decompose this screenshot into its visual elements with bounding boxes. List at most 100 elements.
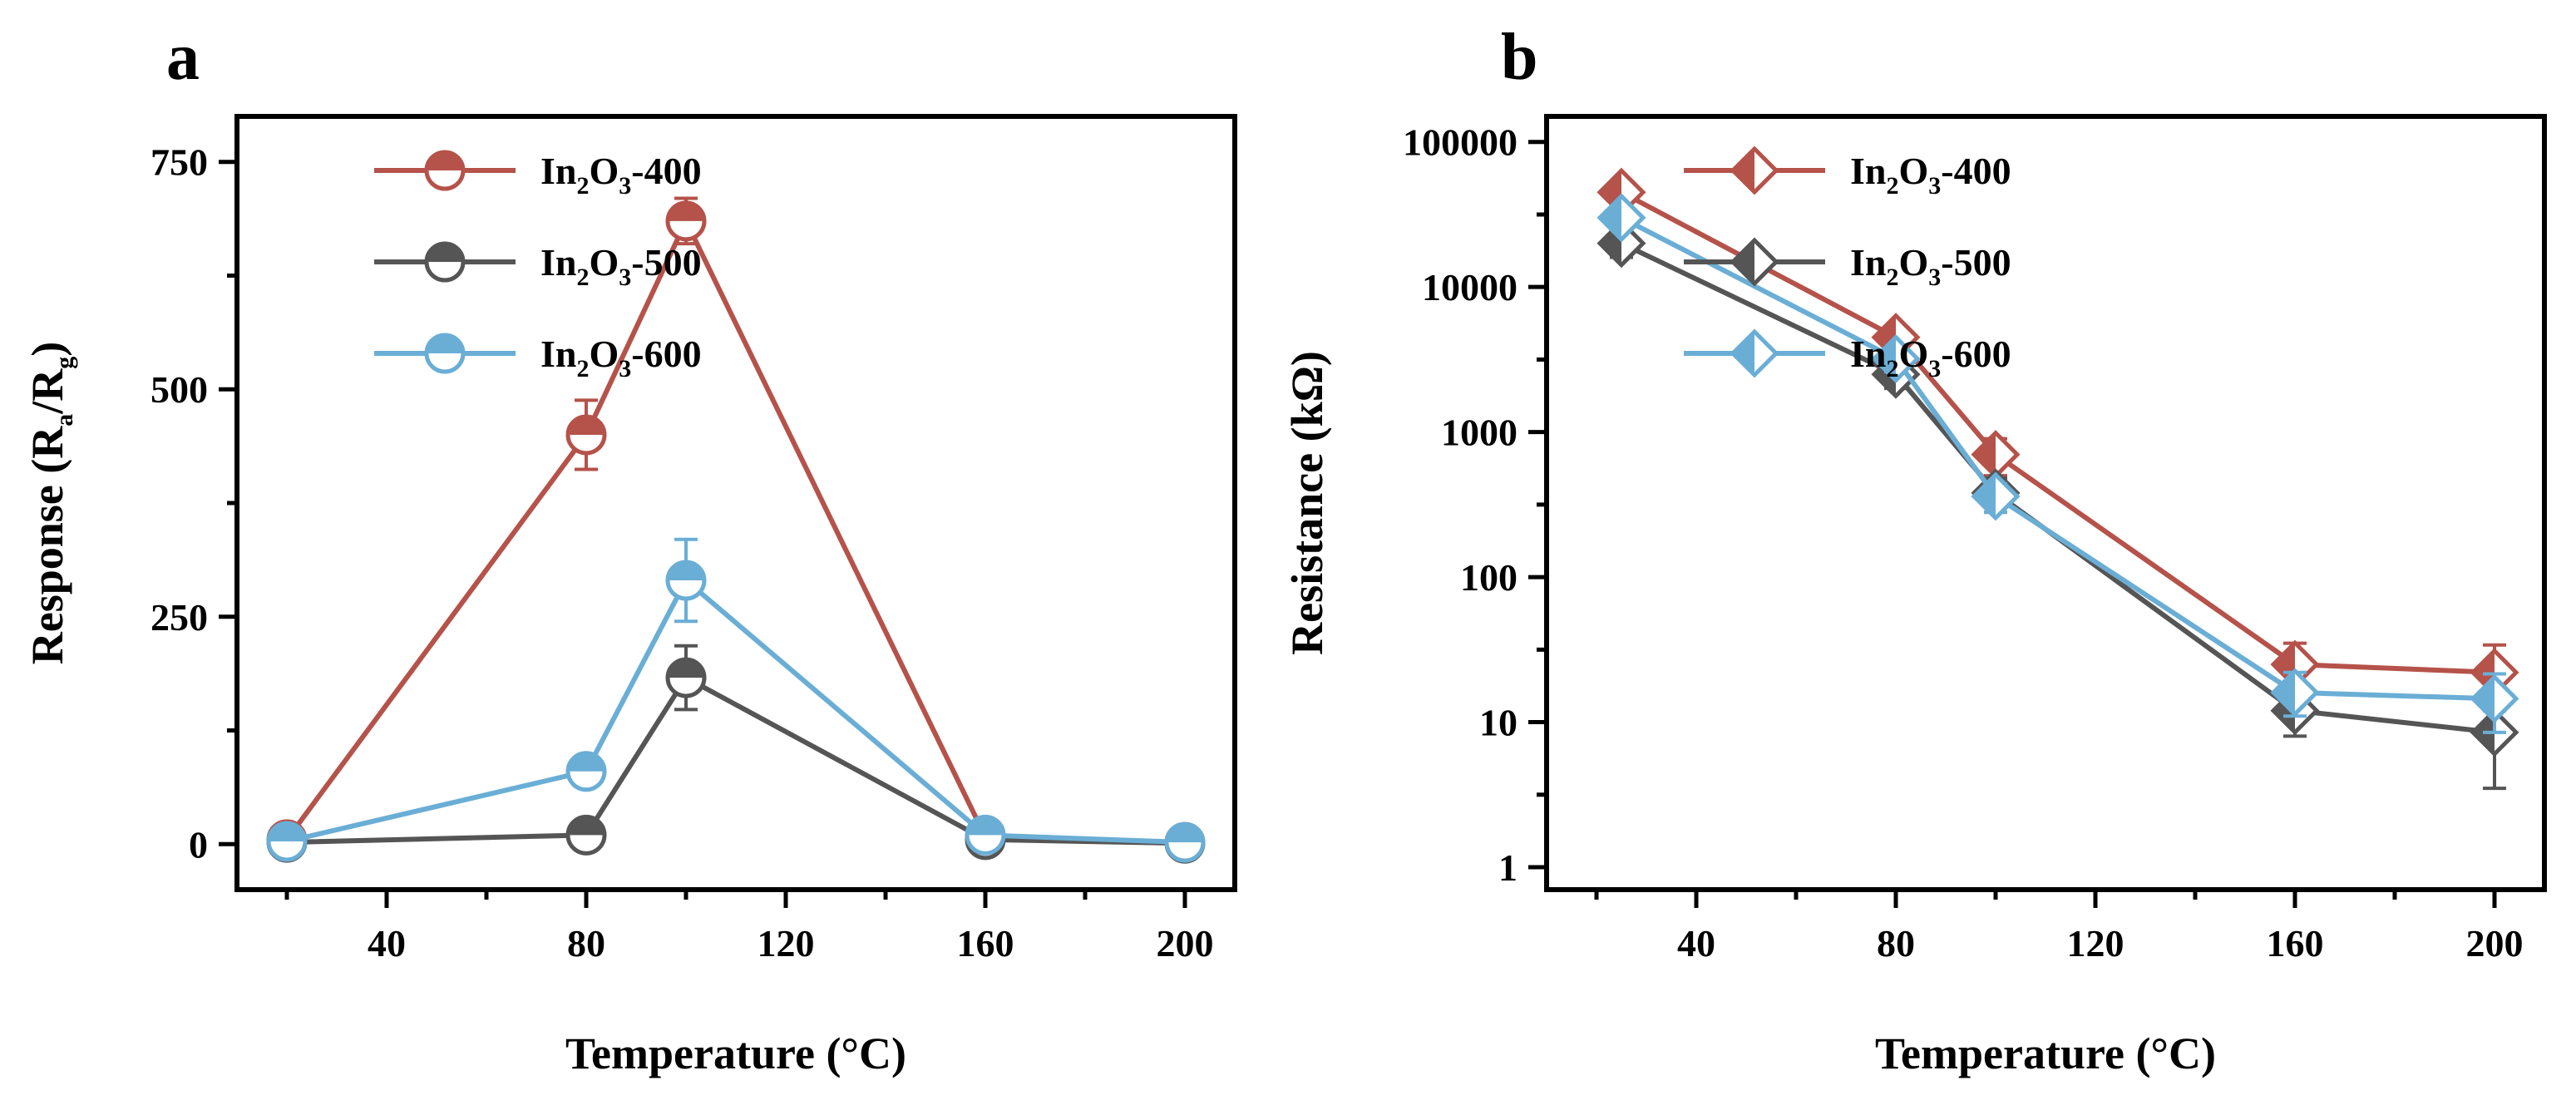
legend-label-b-500: In2O3-500 bbox=[1850, 241, 2011, 291]
legend-item-a-600: In2O3-600 bbox=[374, 333, 702, 382]
plot-frame-a bbox=[234, 114, 1237, 892]
point-a-400-2-fill bbox=[668, 202, 704, 221]
legend-label-part: O bbox=[589, 150, 619, 192]
series-a-600 bbox=[266, 537, 1206, 863]
x-tick-label-b-120: 120 bbox=[2067, 922, 2124, 964]
y-tick-label-b-10000: 10000 bbox=[1422, 266, 1517, 308]
legend-label-part: In bbox=[1850, 150, 1886, 192]
series-a bbox=[266, 196, 1206, 864]
point-a-400-1-fill bbox=[568, 416, 605, 435]
point-a-600-1-fill bbox=[568, 752, 605, 772]
legend-marker-a-500 bbox=[424, 241, 466, 283]
point-a-600-4-fill bbox=[1167, 824, 1203, 843]
legend-label-part: 3 bbox=[1928, 172, 1941, 200]
legend-label-part: O bbox=[1898, 333, 1928, 375]
legend-label-a-500: In2O3-500 bbox=[540, 241, 702, 291]
point-b-600-3 bbox=[2270, 668, 2320, 718]
point-b-600-0-fill bbox=[1600, 195, 1621, 239]
x-tick-label-b-160: 160 bbox=[2267, 922, 2324, 964]
point-a-500-2-fill bbox=[668, 659, 704, 678]
line-a-500 bbox=[286, 674, 1186, 846]
x-tick-label-b-80: 80 bbox=[1877, 922, 1915, 964]
point-a-600-0-fill bbox=[269, 823, 305, 842]
y-title-a-end: ) bbox=[22, 342, 72, 357]
series-b-400 bbox=[1596, 167, 2519, 713]
point-b-400-2-fill bbox=[1974, 432, 1996, 476]
point-b-600-3-fill bbox=[2273, 670, 2295, 714]
point-a-600-3 bbox=[965, 814, 1006, 856]
legend-marker-b-400 bbox=[1730, 146, 1779, 195]
x-tick-label-b-200: 200 bbox=[2466, 922, 2524, 964]
x-axis-title-a: Temperature (°C) bbox=[565, 1028, 906, 1078]
y-tick-label-a-750: 750 bbox=[151, 141, 208, 184]
legend-label-part: 2 bbox=[576, 172, 589, 200]
legend-marker-a-500-fill bbox=[427, 244, 463, 262]
legend-label-part: -600 bbox=[1941, 333, 2011, 375]
y-tick-label-a-0: 0 bbox=[189, 823, 208, 866]
point-a-600-4 bbox=[1164, 821, 1206, 863]
legend-label-part: 2 bbox=[1886, 264, 1898, 291]
legend-label-part: 2 bbox=[1886, 355, 1898, 382]
point-a-500-1-fill bbox=[568, 816, 605, 836]
y-title-a-sub1: a bbox=[51, 414, 78, 427]
legend-marker-b-600-fill bbox=[1733, 332, 1754, 375]
legend-label-part: 3 bbox=[619, 264, 631, 291]
legend-label-part: O bbox=[589, 241, 619, 284]
legend-label-part: In bbox=[540, 241, 576, 284]
legend-label-part: -400 bbox=[1941, 150, 2011, 192]
line-a-400 bbox=[284, 215, 1186, 846]
legend-marker-a-400-fill bbox=[427, 152, 463, 170]
point-a-600-2 bbox=[665, 560, 707, 601]
legend-label-part: O bbox=[589, 333, 619, 375]
y-tick-label-b-100: 100 bbox=[1460, 556, 1517, 599]
y-axis-title-a: Response (Ra/Rg) bbox=[22, 342, 78, 665]
y-tick-label-b-1000: 1000 bbox=[1441, 412, 1517, 454]
point-b-600-1 bbox=[1871, 333, 1921, 384]
point-a-400-1 bbox=[565, 414, 607, 456]
legend-label-part: 3 bbox=[1928, 264, 1941, 291]
legend-label-part: In bbox=[540, 150, 576, 192]
legend-item-a-500: In2O3-500 bbox=[374, 241, 702, 291]
legend-label-part: -400 bbox=[631, 150, 701, 192]
line-b-600 bbox=[1620, 215, 2495, 702]
point-b-600-1-fill bbox=[1874, 337, 1896, 381]
x-tick-label-a-40: 40 bbox=[368, 922, 406, 964]
ticks-b: 40 80 120 160 200 1 10 100 1000 10000 100000 bbox=[1403, 121, 2524, 964]
point-a-500-2 bbox=[665, 657, 707, 698]
line-a-600 bbox=[286, 576, 1186, 846]
legend-marker-b-400-fill bbox=[1733, 149, 1754, 192]
legend-label-part: 3 bbox=[1928, 355, 1941, 382]
point-b-600-2 bbox=[1971, 471, 2021, 521]
legend-item-b-600: In2O3-600 bbox=[1684, 328, 2011, 382]
legend-label-part: 2 bbox=[576, 355, 589, 382]
legend-marker-a-600-fill bbox=[427, 335, 463, 353]
y-title-a-mid: /R bbox=[22, 368, 72, 415]
y-tick-label-b-10: 10 bbox=[1479, 702, 1517, 744]
point-a-600-0 bbox=[266, 821, 308, 862]
point-a-500-1 bbox=[565, 814, 607, 856]
legend-label-part: O bbox=[1898, 241, 1928, 284]
legend-label-part: 2 bbox=[576, 264, 589, 291]
y-title-a-base: Response (R bbox=[22, 426, 72, 665]
point-a-600-3-fill bbox=[967, 816, 1004, 836]
legend-marker-a-600 bbox=[424, 333, 466, 374]
legend-label-part: In bbox=[540, 333, 576, 375]
legend-marker-b-500 bbox=[1730, 237, 1779, 287]
point-a-600-1 bbox=[565, 751, 607, 792]
legend-label-part: 3 bbox=[619, 172, 631, 200]
panel-letter-b: b bbox=[1501, 21, 1538, 94]
legend-label-a-600: In2O3-600 bbox=[540, 333, 702, 382]
legend-label-b-400: In2O3-400 bbox=[1850, 150, 2011, 200]
x-tick-label-a-200: 200 bbox=[1157, 922, 1214, 964]
legend-item-b-400: In2O3-400 bbox=[1684, 146, 2011, 200]
legend-label-b-600: In2O3-600 bbox=[1850, 333, 2011, 382]
x-tick-label-a-120: 120 bbox=[758, 922, 815, 964]
legend-label-a-400: In2O3-400 bbox=[540, 150, 702, 200]
point-a-600-2-fill bbox=[668, 562, 704, 580]
series-a-400 bbox=[266, 196, 1206, 863]
legend-label-part: 2 bbox=[1886, 172, 1898, 200]
y-tick-label-a-250: 250 bbox=[151, 596, 208, 639]
y-axis-title-b: Resistance (kΩ) bbox=[1282, 351, 1332, 655]
